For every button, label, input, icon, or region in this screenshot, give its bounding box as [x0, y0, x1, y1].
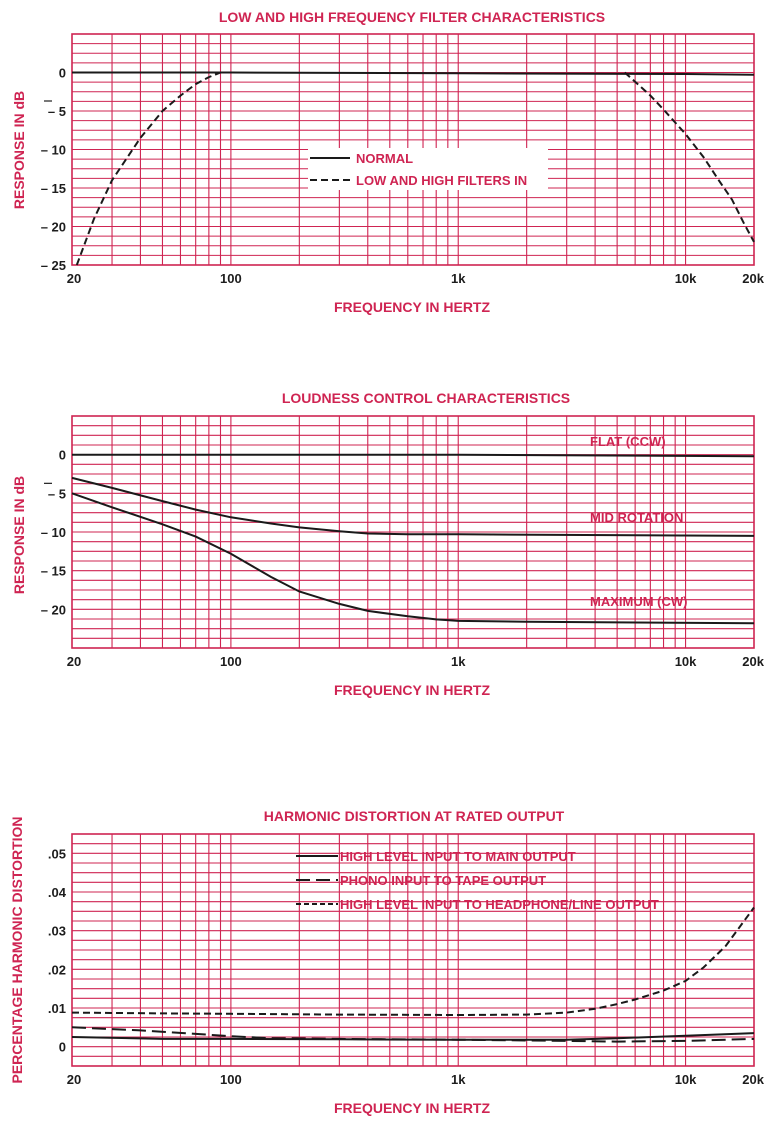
- chart-distortion: HARMONIC DISTORTION AT RATED OUTPUT .05.…: [9, 808, 765, 1116]
- x-tick-label: 100: [220, 1072, 242, 1087]
- x-tick-label: 20: [67, 654, 81, 669]
- plot-frame: [71, 33, 755, 266]
- x-tick-labels: 20 100 1k 10k 20k: [67, 271, 765, 286]
- legend-label-filters: LOW AND HIGH FILTERS IN: [356, 173, 527, 188]
- y-tick-labels: .05 .04 .03 .02 .01 0: [48, 846, 67, 1054]
- series-group: [71, 906, 755, 1043]
- chart-title: HARMONIC DISTORTION AT RATED OUTPUT: [264, 808, 565, 824]
- x-tick-label: 20: [67, 271, 81, 286]
- series-line-1: [72, 71, 755, 76]
- y-tick-label: .01: [48, 1001, 66, 1016]
- series-line-1: [72, 453, 755, 458]
- x-tick-label: 1k: [451, 271, 466, 286]
- x-tick-label: 20k: [742, 1072, 764, 1087]
- y-tick-label: – 25: [41, 258, 66, 273]
- chart-filter: LOW AND HIGH FREQUENCY FILTER CHARACTERI…: [11, 9, 765, 315]
- y-tick-labels: 0 – 5 – 10 – 15 – 20: [41, 448, 66, 618]
- x-tick-label: 20: [67, 1072, 81, 1087]
- y-tick-labels: 0 – 5 – 10 – 15 – 20 – 25: [41, 66, 66, 274]
- series-line-2: [71, 476, 755, 537]
- series-line-3: [71, 492, 755, 625]
- x-tick-label: 10k: [675, 1072, 697, 1087]
- y-tick-label: – 10: [41, 143, 66, 158]
- x-tick-label: 20k: [742, 654, 764, 669]
- series-label-max: MAXIMUM (CW): [590, 594, 687, 609]
- x-axis-label: FREQUENCY IN HERTZ: [334, 299, 491, 315]
- x-axis-label: FREQUENCY IN HERTZ: [334, 682, 491, 698]
- series-label-mid: MID ROTATION: [590, 510, 683, 525]
- y-tick-label: 0: [59, 1040, 66, 1055]
- y-tick-label: – 20: [41, 220, 66, 235]
- x-tick-labels: 20 100 1k 10k 20k: [67, 654, 765, 669]
- y-tick-label: – 15: [41, 564, 66, 579]
- series-line-3: [71, 906, 755, 1017]
- y-tick-label: 0: [59, 448, 66, 463]
- y-tick-label: – 10: [41, 525, 66, 540]
- y-tick-label: .03: [48, 924, 66, 939]
- y-tick-label: .05: [48, 846, 66, 861]
- y-tick-label: – 5: [48, 486, 66, 501]
- x-tick-label: 100: [220, 271, 242, 286]
- y-tick-label: 0: [59, 66, 66, 81]
- x-tick-label: 1k: [451, 1072, 466, 1087]
- series-group: [71, 453, 755, 625]
- x-tick-label: 100: [220, 654, 242, 669]
- y-tick-label: – 15: [41, 181, 66, 196]
- y-axis-label: RESPONSE IN dB: [11, 476, 27, 594]
- legend: HIGH LEVEL INPUT TO MAIN OUTPUT PHONO IN…: [296, 849, 659, 912]
- y-tick-label: – 5: [48, 104, 66, 119]
- plot-grid: [71, 833, 755, 1067]
- plot-frame: [71, 833, 755, 1067]
- plot-grid: [71, 415, 755, 649]
- plot-frame: [71, 415, 755, 649]
- legend-label-main: HIGH LEVEL INPUT TO MAIN OUTPUT: [340, 849, 576, 864]
- chart-title: LOUDNESS CONTROL CHARACTERISTICS: [282, 390, 570, 406]
- legend-background: [308, 148, 548, 190]
- y-tick-label: .02: [48, 962, 66, 977]
- chart-loudness: LOUDNESS CONTROL CHARACTERISTICS 0 – 5 – 1…: [11, 390, 765, 698]
- x-axis-label: FREQUENCY IN HERTZ: [334, 1100, 491, 1116]
- y-axis-label: RESPONSE IN dB: [11, 91, 27, 209]
- x-tick-label: 10k: [675, 271, 697, 286]
- legend-label-normal: NORMAL: [356, 151, 413, 166]
- y-tick-label: .04: [48, 885, 67, 900]
- series-group: [72, 71, 755, 266]
- legend-label-headphone: HIGH LEVEL INPUT TO HEADPHONE/LINE OUTPU…: [340, 897, 659, 912]
- legend-label-tape: PHONO INPUT TO TAPE OUTPUT: [340, 873, 546, 888]
- legend: NORMAL LOW AND HIGH FILTERS IN: [308, 148, 548, 190]
- x-tick-label: 10k: [675, 654, 697, 669]
- y-tick-label: – 20: [41, 602, 66, 617]
- series-line-2: [75, 71, 221, 266]
- x-tick-label: 1k: [451, 654, 466, 669]
- series-line-2: [71, 1026, 755, 1043]
- y-axis-label: PERCENTAGE HARMONIC DISTORTION: [9, 816, 25, 1083]
- x-tick-labels: 20 100 1k 10k 20k: [67, 1072, 765, 1087]
- series-line-2: [624, 71, 755, 243]
- chart-title: LOW AND HIGH FREQUENCY FILTER CHARACTERI…: [219, 9, 605, 25]
- series-label-flat: FLAT (CCW): [590, 434, 666, 449]
- x-tick-label: 20k: [742, 271, 764, 286]
